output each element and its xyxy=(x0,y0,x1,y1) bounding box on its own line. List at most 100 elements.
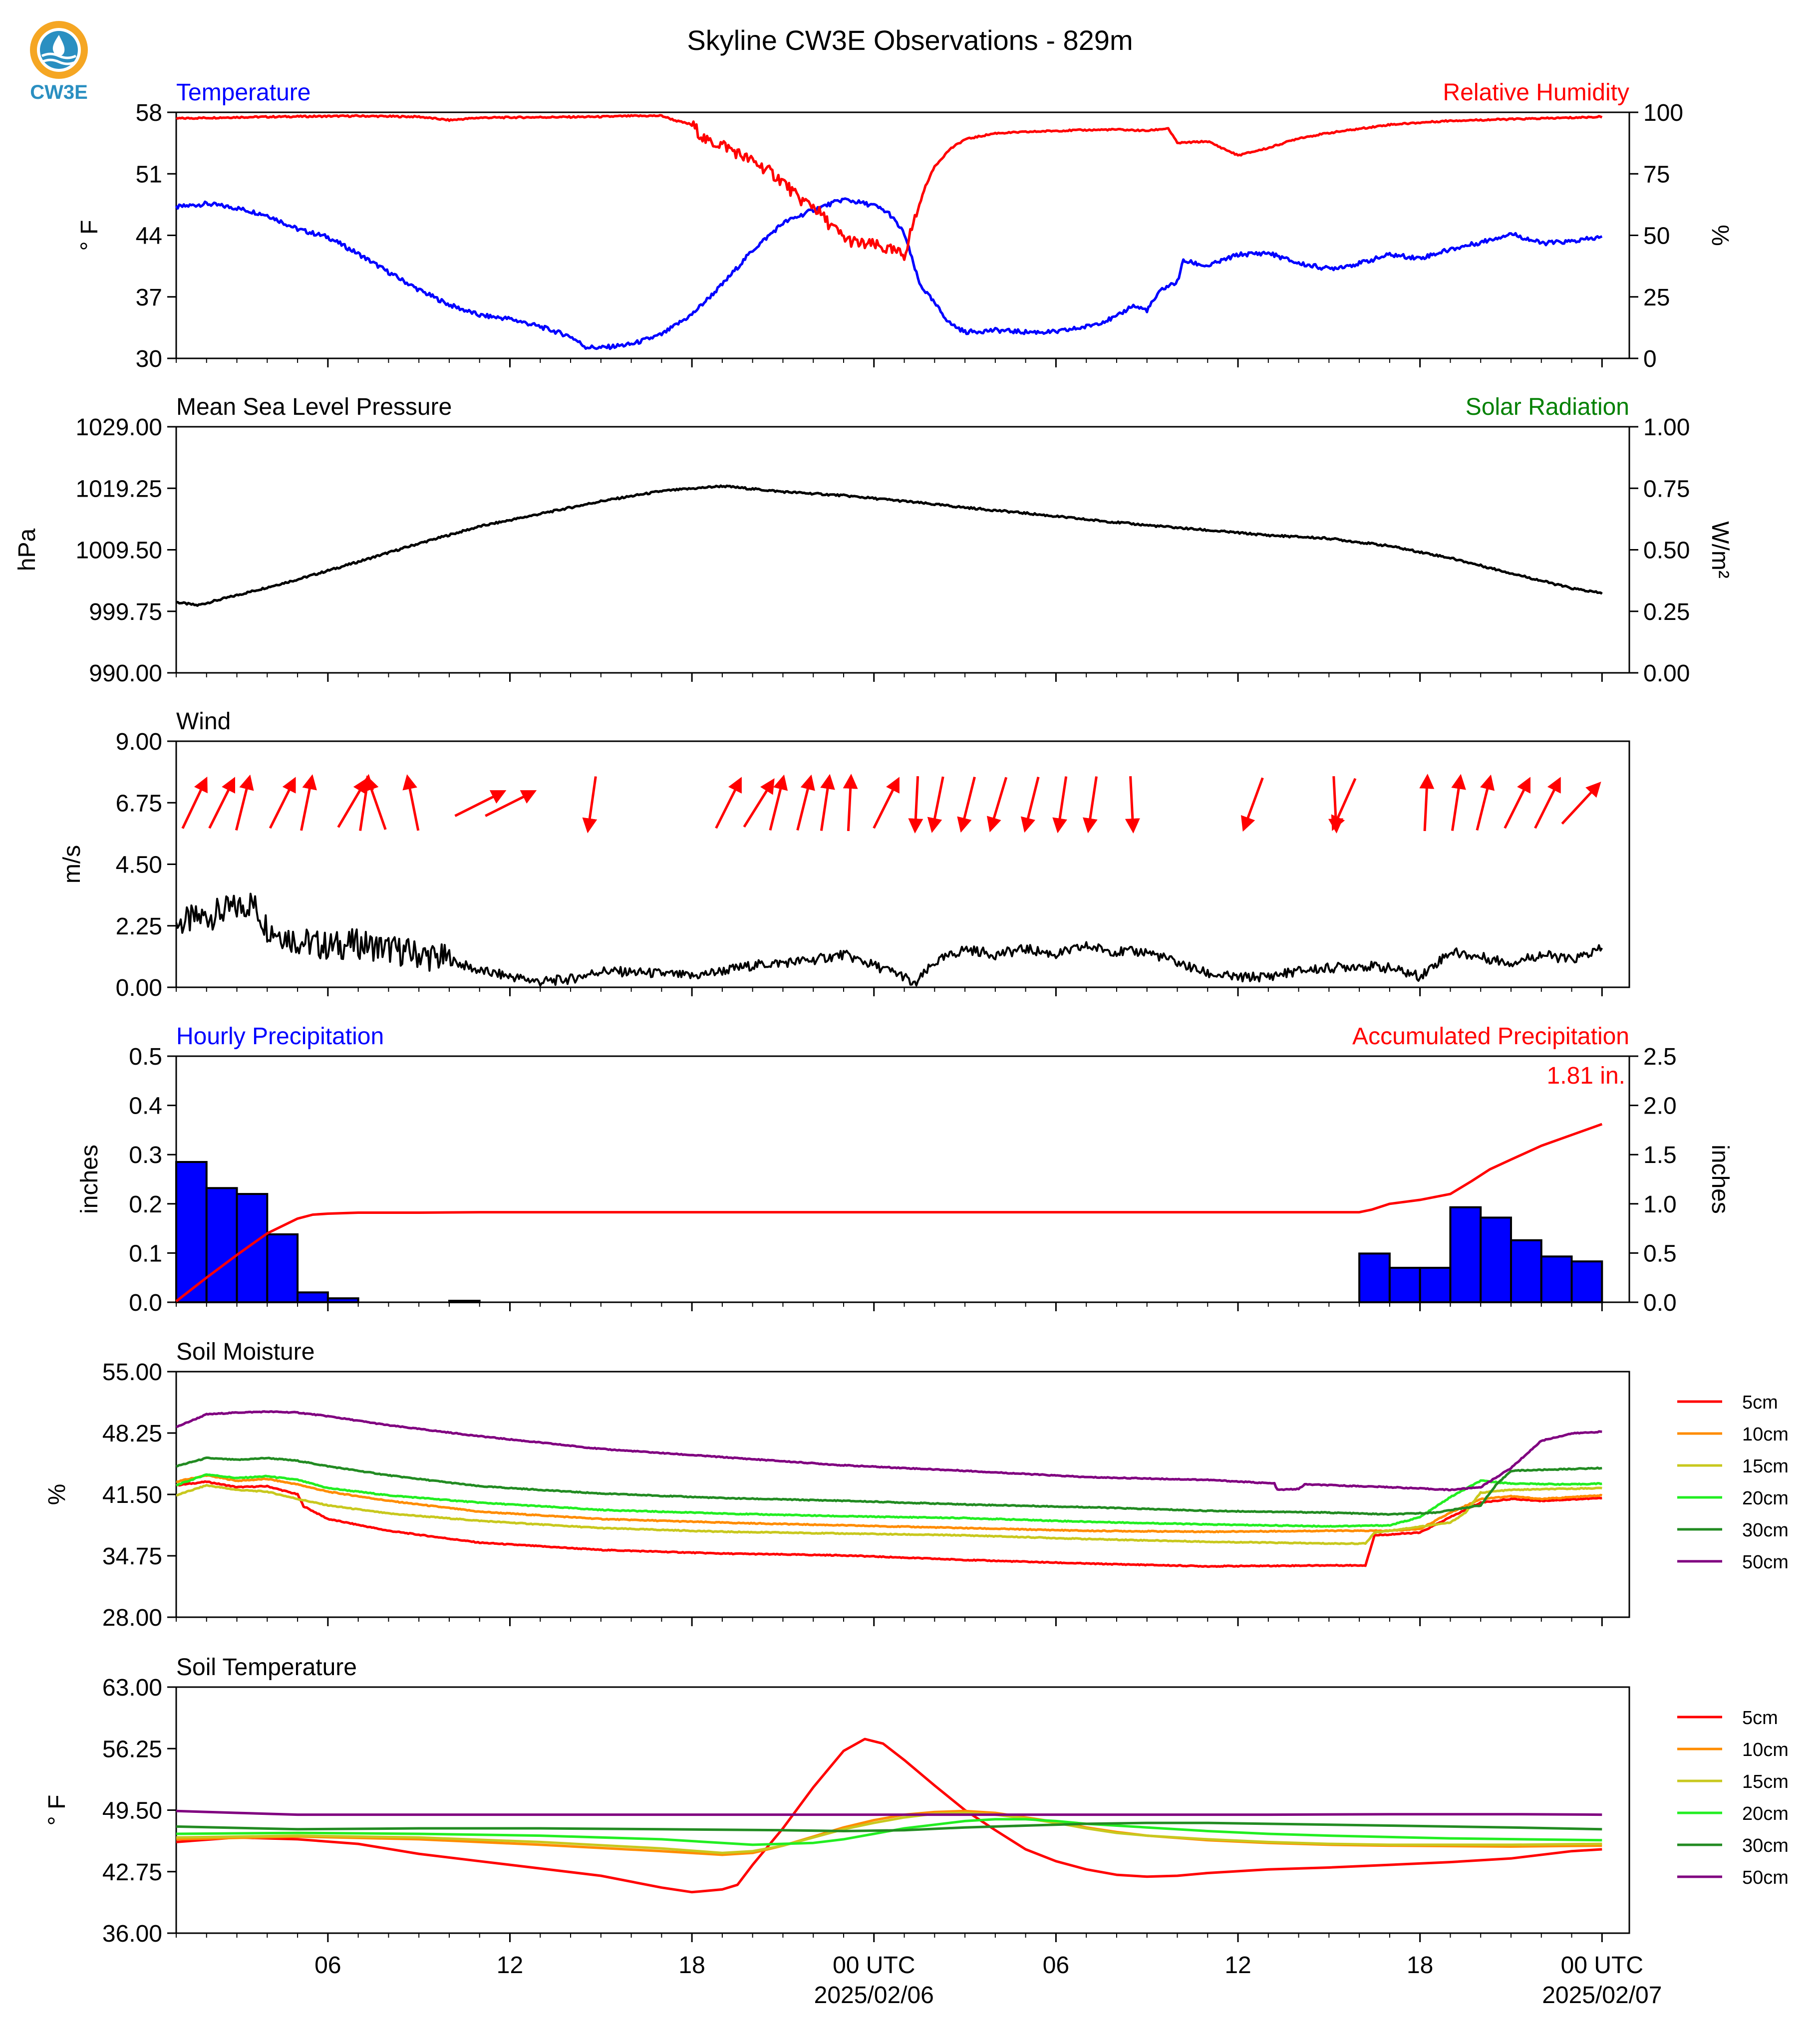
wind-arrow xyxy=(716,779,740,828)
soil-temperature-line-50cm xyxy=(176,1811,1602,1814)
wind-arrow xyxy=(932,777,943,831)
legend-label: 5cm xyxy=(1742,1392,1778,1413)
wind-arrow xyxy=(1333,779,1355,829)
y-tick-label: 41.50 xyxy=(102,1482,162,1508)
precip-bar xyxy=(1450,1207,1481,1302)
y-tick-label: 34.75 xyxy=(102,1543,162,1570)
y-tick-label: 0.5 xyxy=(129,1044,162,1070)
wind-arrow xyxy=(270,779,295,828)
precip-bar xyxy=(1481,1217,1511,1302)
y-axis-label: hPa xyxy=(14,528,40,571)
precip-bar xyxy=(1572,1261,1602,1302)
y-axis-label: ° F xyxy=(76,220,103,251)
y2-axis-label: % xyxy=(1707,225,1733,246)
legend-label: 30cm xyxy=(1742,1520,1789,1541)
y-tick-label: 0.2 xyxy=(129,1191,162,1218)
y-tick-label: 990.00 xyxy=(89,660,162,687)
panel-frame xyxy=(176,112,1629,358)
x-tick-label: 00 UTC xyxy=(1561,1952,1643,1979)
y2-tick-label: 100 xyxy=(1643,100,1683,126)
y-tick-label: 44 xyxy=(136,223,162,250)
precip-bar xyxy=(1420,1268,1451,1302)
wind-arrow xyxy=(874,779,898,828)
y-tick-label: 56.25 xyxy=(102,1736,162,1762)
y-tick-label: 58 xyxy=(136,100,162,126)
wind-speed-line xyxy=(176,894,1602,986)
panel-title-right: Accumulated Precipitation xyxy=(1352,1023,1629,1050)
wind-arrow xyxy=(990,777,1006,830)
wind-arrow xyxy=(367,778,385,830)
y2-tick-label: 0.00 xyxy=(1643,660,1690,687)
y-tick-label: 6.75 xyxy=(116,790,162,817)
panel-wind: Wind9.006.754.502.250.00m/s xyxy=(59,708,1629,1001)
x-tick-label: 18 xyxy=(1407,1952,1433,1979)
wind-arrow xyxy=(915,776,917,831)
y2-tick-label: 0.75 xyxy=(1643,476,1690,502)
x-tick-label: 18 xyxy=(678,1952,705,1979)
y2-axis-label: W/m² xyxy=(1707,521,1733,579)
date-label: 2025/02/06 xyxy=(814,1982,934,2009)
precip-bar xyxy=(267,1234,298,1302)
panel-title-left: Mean Sea Level Pressure xyxy=(176,394,452,420)
soil-temperature-line-20cm xyxy=(176,1819,1602,1845)
wind-arrow xyxy=(183,779,206,828)
precip-bar xyxy=(1511,1240,1541,1302)
panel-title-left: Soil Moisture xyxy=(176,1339,314,1365)
y-axis-label: ° F xyxy=(44,1795,70,1826)
y-tick-label: 28.00 xyxy=(102,1605,162,1631)
y-tick-label: 1009.50 xyxy=(75,538,162,564)
chart-title: Skyline CW3E Observations - 829m xyxy=(687,24,1133,56)
wind-arrow xyxy=(210,779,234,828)
panel-frame xyxy=(176,1687,1629,1933)
y-tick-label: 9.00 xyxy=(116,729,162,755)
wind-arrow xyxy=(588,777,596,831)
y-axis-label: % xyxy=(44,1484,70,1505)
y2-tick-label: 0.25 xyxy=(1643,599,1690,625)
y-tick-label: 999.75 xyxy=(89,599,162,625)
panel-temp_rh: Temperature Relative Humidity5851443730° … xyxy=(76,79,1733,372)
precip-bar xyxy=(298,1292,328,1302)
precip-bar xyxy=(1390,1268,1420,1302)
precip-bar xyxy=(328,1298,358,1302)
x-tick-label: 12 xyxy=(497,1952,523,1979)
wind-arrow xyxy=(1535,779,1559,828)
panel-soil_moisture: Soil Moisture 55.00 48.25 41.50 34.75 28.00% 5… xyxy=(44,1339,1789,1631)
panel-title-left: Soil Temperature xyxy=(176,1654,357,1681)
y2-axis-label: inches xyxy=(1707,1145,1733,1214)
pressure-line xyxy=(176,486,1602,605)
wind-arrow xyxy=(1562,784,1599,824)
y-tick-label: 2.25 xyxy=(116,913,162,940)
precip-bar xyxy=(207,1188,237,1302)
precip-bar xyxy=(449,1301,480,1302)
wind-arrow xyxy=(455,791,504,816)
y2-tick-label: 0 xyxy=(1643,346,1657,372)
y2-tick-label: 1.0 xyxy=(1643,1191,1677,1218)
temperature-line xyxy=(176,199,1602,349)
x-tick-label: 12 xyxy=(1224,1952,1251,1979)
wind-arrow xyxy=(821,777,829,831)
x-tick-label: 06 xyxy=(1043,1952,1069,1979)
y-tick-label: 0.1 xyxy=(129,1240,162,1267)
y-tick-label: 36.00 xyxy=(102,1921,162,1947)
y2-tick-label: 2.0 xyxy=(1643,1093,1677,1120)
panel-frame xyxy=(176,741,1629,987)
y-tick-label: 0.4 xyxy=(129,1093,162,1120)
wind-arrow xyxy=(1243,778,1262,829)
y-tick-label: 4.50 xyxy=(116,852,162,878)
y-tick-label: 0.00 xyxy=(116,975,162,1001)
y-tick-label: 42.75 xyxy=(102,1859,162,1886)
wind-arrow xyxy=(744,780,773,827)
wind-arrow xyxy=(848,776,851,831)
legend-label: 20cm xyxy=(1742,1803,1789,1824)
y2-tick-label: 75 xyxy=(1643,161,1670,188)
legend-label: 50cm xyxy=(1742,1867,1789,1888)
y-tick-label: 0.3 xyxy=(129,1142,162,1168)
panel-soil_temp: Soil Temperature63.0056.2549.5042.7536.0… xyxy=(44,1654,1789,2009)
x-tick-label: 00 UTC xyxy=(833,1952,915,1979)
panel-pressure: Mean Sea Level Pressure Solar Radiation 10… xyxy=(14,394,1733,687)
y2-tick-label: 2.5 xyxy=(1643,1044,1677,1070)
legend-label: 30cm xyxy=(1742,1835,1789,1856)
legend-label: 15cm xyxy=(1742,1771,1789,1792)
y2-tick-label: 1.00 xyxy=(1643,414,1690,441)
